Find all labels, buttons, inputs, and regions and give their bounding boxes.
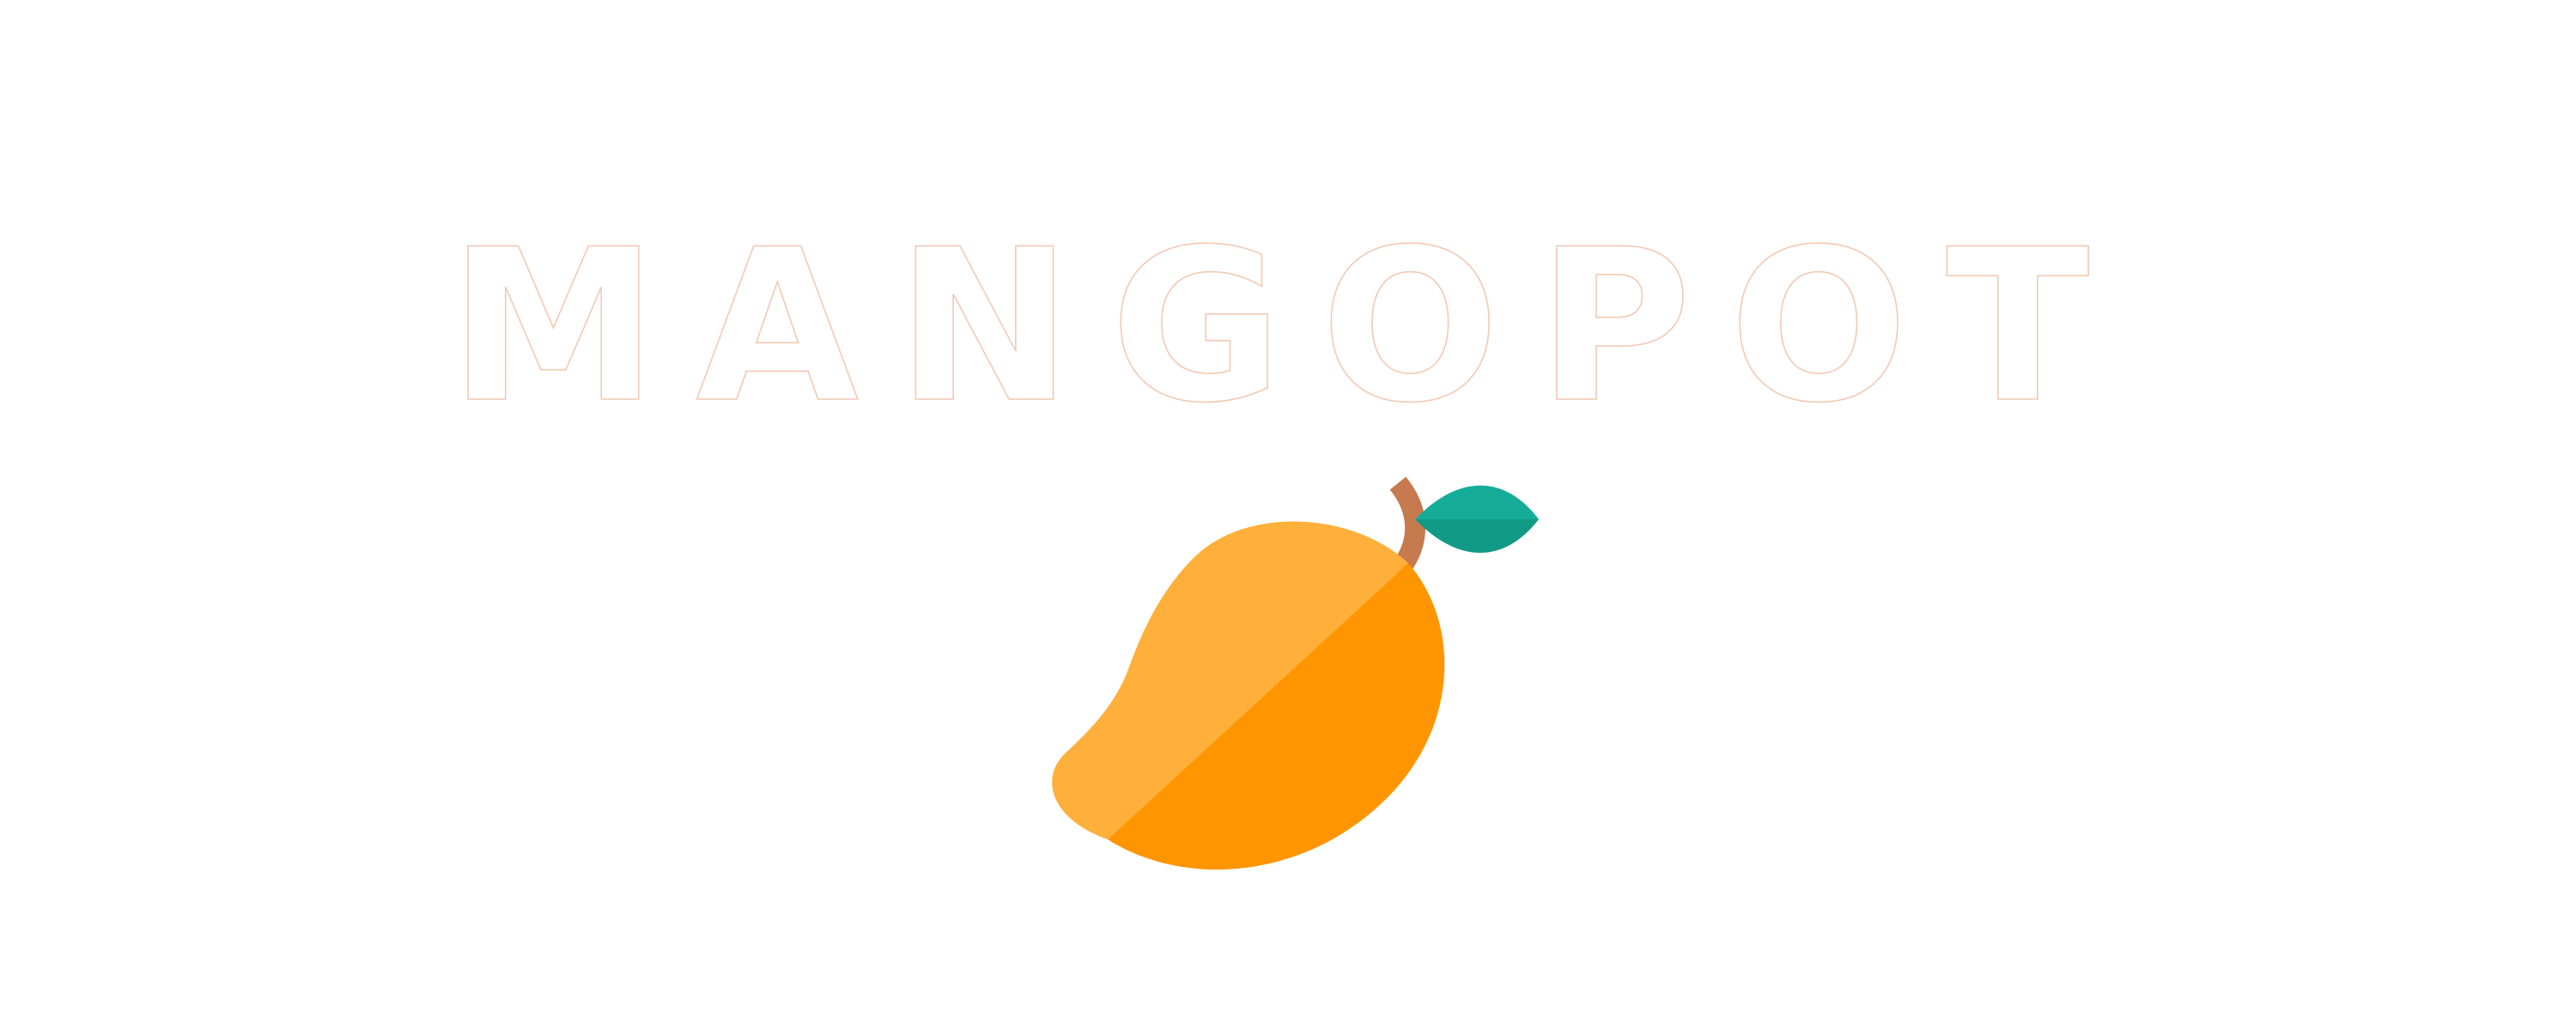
mango-body-dark [1108, 563, 1445, 870]
brand-wordmark: MANGOPOT [449, 204, 2128, 449]
mango-icon [1052, 476, 1539, 870]
mango-body-light [1052, 521, 1408, 839]
leaf-lower [1415, 519, 1539, 553]
leaf-upper [1415, 485, 1539, 519]
